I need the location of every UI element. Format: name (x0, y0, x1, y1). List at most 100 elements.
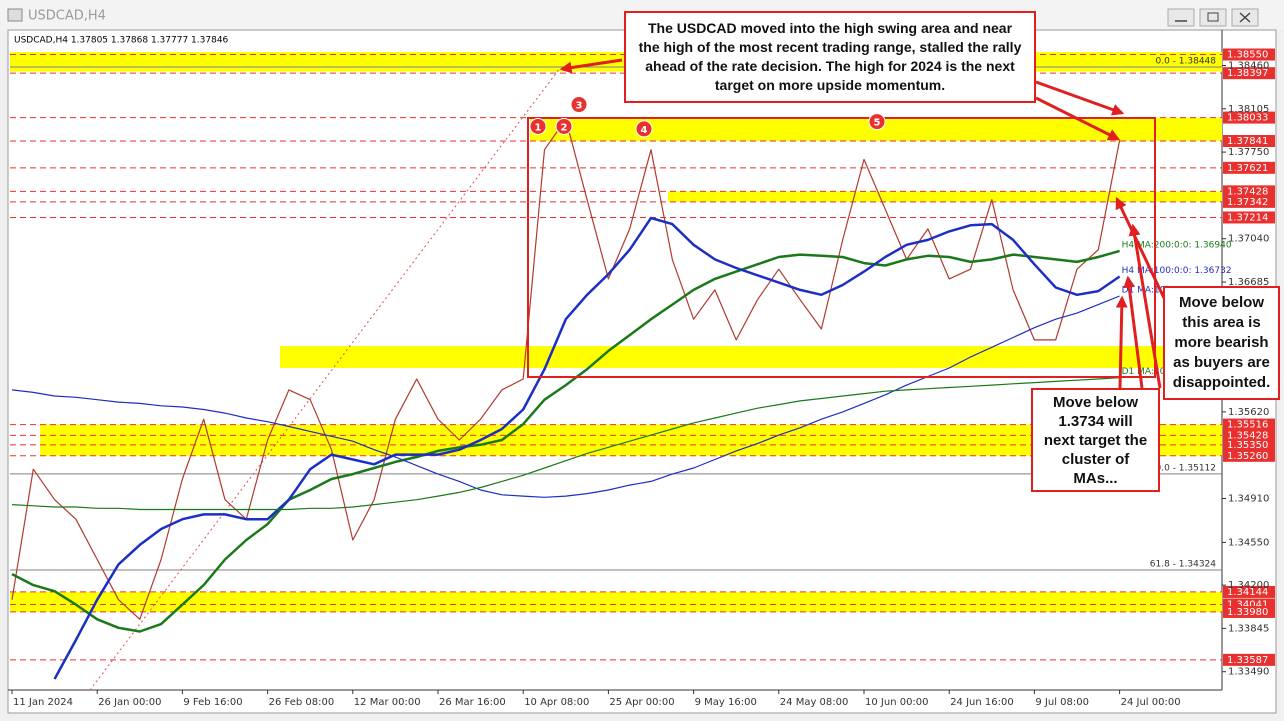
y-tick-label: 1.38460 (1228, 60, 1269, 71)
swing-marker (529, 117, 547, 135)
annotation: Move below this area is more bearish as … (1163, 286, 1280, 400)
level-label-box (1223, 605, 1275, 618)
x-tick-label: 9 Feb 16:00 (183, 697, 242, 708)
level-label-box (1223, 211, 1275, 224)
level-label: 1.34041 (1227, 599, 1268, 610)
zone (40, 424, 1222, 456)
annotation: The USDCAD moved into the high swing are… (624, 11, 1036, 103)
level-label: 1.35350 (1227, 440, 1268, 451)
swing-marker (555, 117, 573, 135)
y-tick-label: 1.34910 (1228, 494, 1269, 505)
series-label: D1 MA:100 (1122, 286, 1172, 296)
level-label-box (1223, 195, 1275, 208)
level-label: 1.38550 (1227, 50, 1268, 61)
arrow (1128, 223, 1162, 389)
x-tick-label: 26 Jan 00:00 (98, 697, 161, 708)
level-label-box (1223, 134, 1275, 147)
x-tick-label: 24 Jun 16:00 (950, 697, 1014, 708)
level-label: 1.37214 (1227, 212, 1268, 223)
annotation: Move below 1.3734 will next target the c… (1031, 388, 1160, 492)
level-label: 1.35260 (1227, 451, 1268, 462)
x-tick-label: 11 Jan 2024 (13, 697, 73, 708)
y-tick-label: 1.36685 (1228, 277, 1269, 288)
chart-info: USDCAD,H4 1.37805 1.37868 1.37777 1.3784… (14, 36, 229, 46)
y-tick-label: 1.38105 (1228, 104, 1269, 115)
level-label-box (1223, 161, 1275, 174)
range-box (527, 117, 1156, 378)
level-label-box (1223, 67, 1275, 80)
level-label: 1.37428 (1227, 186, 1268, 197)
x-tick-label: 12 Mar 00:00 (354, 697, 421, 708)
level-label: 1.38397 (1227, 68, 1268, 79)
level-label-box (1223, 429, 1275, 442)
fib-label: 50.0 - 1.35112 (1150, 463, 1216, 473)
level-label: 1.37621 (1227, 163, 1268, 174)
level-label-box (1223, 585, 1275, 598)
swing-label: 3 (576, 101, 583, 112)
arrow (1035, 96, 1121, 141)
level-label: 1.35428 (1227, 430, 1268, 441)
swing-label: 1 (535, 122, 542, 133)
arrow (1123, 275, 1144, 389)
swing-marker (868, 113, 886, 131)
fib-label: 61.8 - 1.34324 (1150, 559, 1216, 569)
arrow (559, 58, 623, 74)
level-label-box (1223, 111, 1275, 124)
series-line (11, 295, 1120, 498)
y-tick-label: 1.34550 (1228, 537, 1269, 548)
axis: 1.38550 1.38397 1.38033 1.37841 1.37621 1.374… (11, 48, 1275, 708)
y-tick-label: 1.37750 (1228, 147, 1269, 158)
window-title: USDCAD,H4 (28, 9, 106, 24)
y-tick-label: 1.33845 (1228, 623, 1269, 634)
fib-label: 0.0 - 1.38448 (1156, 56, 1217, 66)
series-line (11, 249, 1120, 633)
swing-marker (570, 96, 588, 114)
icon (1239, 12, 1251, 23)
x-tick-label: 9 Jul 08:00 (1035, 697, 1089, 708)
swing-label: 4 (641, 125, 648, 136)
level-label: 1.33980 (1227, 607, 1268, 618)
series-label: H4 MA:100:0:0: 1.36732 (1122, 266, 1232, 276)
series-line (53, 216, 1121, 680)
x-tick-label: 10 Apr 08:00 (524, 697, 589, 708)
x-tick-label: 26 Mar 16:00 (439, 697, 506, 708)
x-tick-label: 25 Apr 00:00 (609, 697, 674, 708)
series-label: D1 MA:200 (1122, 367, 1172, 377)
series-label: H4 MA:200:0:0: 1.36940 (1122, 240, 1232, 250)
x-tick-label: 24 May 08:00 (780, 697, 849, 708)
level-label: 1.37342 (1227, 197, 1268, 208)
arrow (1115, 196, 1166, 299)
x-tick-label: 26 Feb 08:00 (269, 697, 335, 708)
y-tick-label: 1.37040 (1228, 234, 1269, 245)
level-label: 1.37841 (1227, 136, 1268, 147)
swing-label: 5 (874, 118, 881, 129)
level-label: 1.35516 (1227, 420, 1268, 431)
x-tick-label: 9 May 16:00 (695, 697, 757, 708)
arrows (559, 58, 1166, 389)
y-tick-label: 1.34200 (1228, 580, 1269, 591)
y-tick-label: 1.35620 (1228, 407, 1269, 418)
zone (668, 191, 1222, 202)
level-label: 1.34144 (1227, 587, 1268, 598)
x-tick-label: 10 Jun 00:00 (865, 697, 929, 708)
level-label-box (1223, 48, 1275, 61)
series-line (11, 377, 1120, 511)
level-label-box (1223, 185, 1275, 198)
minimize-button[interactable] (1167, 8, 1195, 27)
swing-marker (635, 120, 653, 138)
x-tick-label: 24 Jul 00:00 (1121, 697, 1181, 708)
level-label: 1.38033 (1227, 113, 1268, 124)
level-label-box (1223, 438, 1275, 451)
swing-label: 2 (561, 122, 568, 133)
arrow (1035, 80, 1125, 116)
icon (1207, 12, 1219, 22)
window-icon (7, 8, 23, 22)
level-label: 1.33587 (1227, 655, 1268, 666)
arrow (1115, 295, 1128, 389)
lines: H4 MA:200:0:0: 1.36940 H4 MA:100:0:0: 1.3… (11, 118, 1232, 680)
level-label-box (1223, 449, 1275, 462)
maximize-button[interactable] (1199, 8, 1227, 27)
